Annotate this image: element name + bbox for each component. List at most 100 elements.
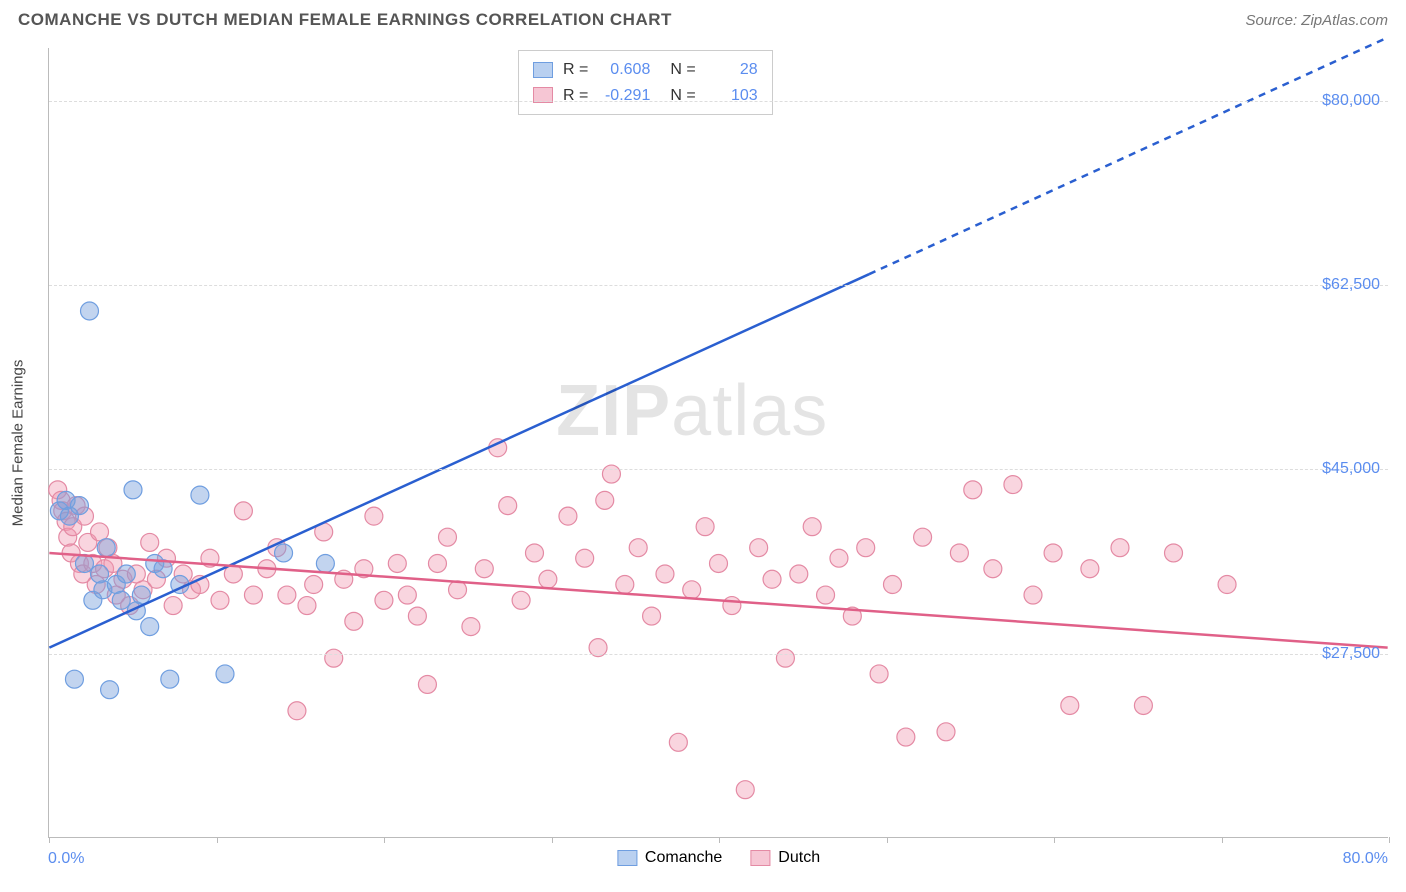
scatter-point — [937, 723, 955, 741]
scatter-point — [141, 533, 159, 551]
scatter-point — [643, 607, 661, 625]
legend-r-label: R = — [563, 83, 588, 109]
scatter-point — [817, 586, 835, 604]
legend-item: Comanche — [617, 849, 722, 867]
scatter-point — [1004, 476, 1022, 494]
legend-r-label: R = — [563, 57, 588, 83]
scatter-point — [914, 528, 932, 546]
scatter-point — [211, 591, 229, 609]
scatter-point — [65, 670, 83, 688]
scatter-point — [803, 518, 821, 536]
scatter-point — [1024, 586, 1042, 604]
scatter-point — [776, 649, 794, 667]
scatter-point — [870, 665, 888, 683]
scatter-point — [723, 597, 741, 615]
y-tick-label: $45,000 — [1322, 460, 1380, 478]
legend-row: R = -0.291 N = 103 — [533, 83, 758, 109]
gridline — [49, 101, 1388, 102]
plot-area: ZIPatlas R =0.608N =28R =-0.291N =103 Co… — [48, 48, 1388, 838]
x-tick — [1222, 837, 1223, 843]
x-axis-min-label: 0.0% — [48, 850, 84, 868]
scatter-point — [683, 581, 701, 599]
scatter-point — [112, 591, 130, 609]
scatter-point — [750, 539, 768, 557]
chart-header: COMANCHE VS DUTCH MEDIAN FEMALE EARNINGS… — [0, 0, 1406, 38]
series-legend: Comanche Dutch — [617, 849, 820, 867]
scatter-point — [75, 554, 93, 572]
legend-r-value: -0.291 — [598, 83, 650, 109]
scatter-point — [1111, 539, 1129, 557]
scatter-point — [408, 607, 426, 625]
scatter-point — [1061, 697, 1079, 715]
gridline — [49, 469, 1388, 470]
scatter-point — [375, 591, 393, 609]
scatter-point — [669, 733, 687, 751]
scatter-point — [710, 554, 728, 572]
x-tick — [1054, 837, 1055, 843]
scatter-point — [1134, 697, 1152, 715]
legend-n-value: 103 — [706, 83, 758, 109]
scatter-point — [428, 554, 446, 572]
legend-n-label: N = — [670, 83, 695, 109]
x-tick — [552, 837, 553, 843]
scatter-point — [616, 576, 634, 594]
scatter-point — [1081, 560, 1099, 578]
x-tick — [719, 837, 720, 843]
scatter-point — [984, 560, 1002, 578]
scatter-point — [602, 465, 620, 483]
legend-swatch — [617, 850, 637, 866]
correlation-legend: R = 0.608 N = 28 R = -0.291 N = 103 — [518, 50, 773, 115]
scatter-point — [305, 576, 323, 594]
x-tick — [1389, 837, 1390, 843]
scatter-point — [275, 544, 293, 562]
scatter-point — [91, 565, 109, 583]
legend-n-label: N = — [670, 57, 695, 83]
scatter-point — [629, 539, 647, 557]
scatter-point — [736, 781, 754, 799]
scatter-point — [1044, 544, 1062, 562]
scatter-point — [790, 565, 808, 583]
scatter-point — [325, 649, 343, 667]
y-tick-label: $27,500 — [1322, 645, 1380, 663]
legend-item-label: Dutch — [778, 849, 820, 867]
scatter-point — [234, 502, 252, 520]
scatter-point — [1165, 544, 1183, 562]
trend-line-dashed — [869, 37, 1388, 274]
x-tick — [49, 837, 50, 843]
scatter-point — [316, 554, 334, 572]
plot-wrap: Median Female Earnings ZIPatlas R =0.608… — [48, 48, 1388, 838]
scatter-point — [964, 481, 982, 499]
y-tick-label: $62,500 — [1322, 276, 1380, 294]
scatter-point — [278, 586, 296, 604]
legend-item: Dutch — [750, 849, 820, 867]
legend-swatch — [750, 850, 770, 866]
scatter-point — [499, 497, 517, 515]
chart-svg — [49, 48, 1388, 837]
scatter-point — [656, 565, 674, 583]
legend-item-label: Comanche — [645, 849, 722, 867]
scatter-point — [117, 565, 135, 583]
scatter-point — [70, 497, 88, 515]
scatter-point — [216, 665, 234, 683]
scatter-point — [388, 554, 406, 572]
scatter-point — [288, 702, 306, 720]
chart-source: Source: ZipAtlas.com — [1245, 12, 1388, 29]
scatter-point — [696, 518, 714, 536]
scatter-point — [462, 618, 480, 636]
scatter-point — [950, 544, 968, 562]
chart-title: COMANCHE VS DUTCH MEDIAN FEMALE EARNINGS… — [18, 10, 672, 30]
gridline — [49, 285, 1388, 286]
legend-r-value: 0.608 — [598, 57, 650, 83]
y-axis-title: Median Female Earnings — [10, 360, 27, 527]
scatter-point — [132, 586, 150, 604]
scatter-point — [141, 618, 159, 636]
x-tick — [217, 837, 218, 843]
scatter-point — [559, 507, 577, 525]
legend-n-value: 28 — [706, 57, 758, 83]
scatter-point — [97, 539, 115, 557]
scatter-point — [345, 612, 363, 630]
scatter-point — [512, 591, 530, 609]
scatter-point — [830, 549, 848, 567]
legend-row: R = 0.608 N = 28 — [533, 57, 758, 83]
scatter-point — [763, 570, 781, 588]
